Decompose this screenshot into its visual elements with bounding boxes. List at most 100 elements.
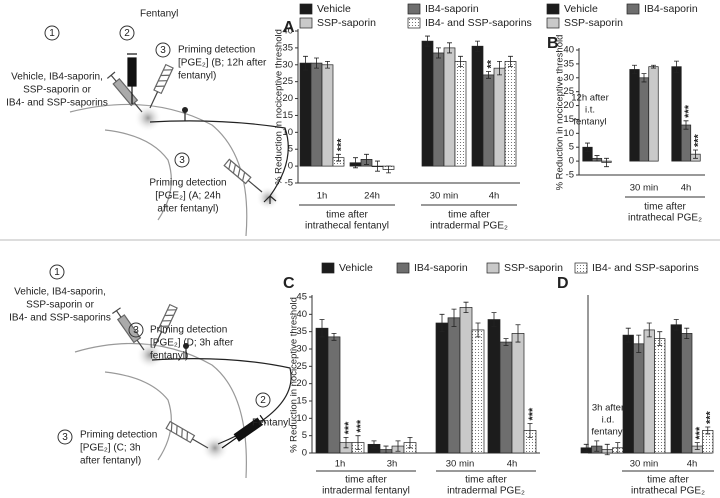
step-text: SSP-saporin or (26, 300, 94, 311)
y-tick-label: 0 (288, 161, 293, 172)
error-bar (657, 331, 663, 346)
x-tick-label: 1h (335, 459, 346, 470)
significance: *** (705, 410, 717, 424)
error-bar (439, 313, 445, 333)
x-tick-label: 4h (507, 459, 518, 470)
error-bar (693, 149, 698, 159)
y-tick-label: 20 (563, 100, 574, 111)
group-label: intrathecal fentanyl (305, 221, 389, 232)
bar (643, 329, 655, 454)
step-circle (128, 322, 144, 338)
error-bar (491, 312, 497, 327)
panel-label: D (557, 275, 569, 292)
legend-label: Vehicle (339, 262, 373, 274)
legend-label: IB4-saporin (425, 3, 479, 15)
error-bar (364, 153, 369, 165)
y-tick-label: 10 (282, 127, 293, 138)
error-bar (353, 157, 358, 169)
error-bar (319, 319, 325, 338)
bar (671, 66, 682, 162)
error-bar (515, 324, 521, 343)
x-tick-label: 1h (317, 191, 328, 202)
legend-label: IB4-saporin (414, 262, 468, 274)
bar (499, 341, 513, 454)
bar (629, 69, 640, 162)
syringe (165, 420, 209, 449)
step-text: after fentanyl) (157, 204, 218, 215)
error-bar (604, 443, 610, 456)
bar (435, 322, 449, 454)
error-bar (303, 55, 308, 71)
legend-label: Vehicle (317, 3, 351, 15)
legend-label: IB4-saporin (644, 3, 698, 15)
gray-matter (104, 371, 172, 461)
y-tick-label: -5 (566, 170, 574, 181)
error-bar (331, 333, 337, 341)
error-bar (503, 338, 509, 346)
legend-label: SSP-saporin (564, 17, 623, 29)
step-text: Vehicle, IB4-saporin, (14, 287, 106, 298)
group-label: time after (448, 210, 490, 221)
step-text: Fentanyl (252, 418, 290, 429)
step-text: after fentanyl) (80, 456, 141, 467)
error-bar (683, 120, 689, 130)
error-bar (585, 142, 590, 152)
error-bar (673, 319, 679, 331)
error-bar (436, 47, 441, 59)
significance: *** (343, 421, 355, 435)
bar (504, 61, 517, 167)
step-text: Fentanyl (140, 9, 178, 20)
error-bar (458, 55, 463, 67)
y-tick-label: 35 (296, 326, 307, 337)
error-bar (705, 426, 711, 435)
bar (487, 319, 501, 454)
y-axis-label: % Reduction in nociceptive threshold (555, 35, 566, 191)
group-label: time after (647, 475, 689, 486)
bar (459, 307, 473, 454)
step-circle (44, 25, 60, 41)
step-text: Priming detection (178, 45, 255, 56)
y-tick-label: 15 (296, 396, 307, 407)
bar (482, 74, 495, 167)
syringe (223, 158, 263, 193)
legend-swatch (626, 3, 640, 15)
annotation: 12h after (571, 93, 609, 104)
neuron-body (183, 343, 189, 349)
bar (315, 327, 329, 454)
step-text: IB4- and SSP-saporins (9, 313, 111, 324)
bar (471, 329, 485, 454)
error-bar (425, 35, 430, 47)
x-tick-label: 30 min (446, 459, 475, 470)
x-tick-label: 3h (387, 459, 398, 470)
legend-label: SSP-saporin (317, 17, 376, 29)
bar (447, 317, 461, 454)
panel-label: A (283, 19, 295, 36)
step-text: [PGE₂] (A; 24h (155, 191, 221, 202)
significance: *** (683, 104, 695, 118)
y-tick-label: 25 (563, 86, 574, 97)
y-tick-label: 30 (563, 72, 574, 83)
y-tick-label: 35 (282, 42, 293, 53)
legend-swatch (299, 3, 313, 15)
y-tick-label: 10 (296, 413, 307, 424)
y-tick-label: 40 (282, 26, 293, 37)
legend-swatch (407, 3, 421, 15)
error-bar (615, 442, 621, 454)
error-bar (395, 440, 401, 452)
error-bar (486, 71, 491, 79)
neuron (149, 120, 289, 197)
syringe (153, 303, 178, 349)
y-axis-label: % Reduction in nociceptive threshold (289, 297, 300, 453)
x-tick-label: 30 min (430, 191, 459, 202)
y-tick-label: -5 (285, 178, 293, 189)
step-text: Vehicle, IB4-saporin, (11, 72, 103, 83)
bar (454, 61, 467, 167)
gray-matter (104, 129, 172, 221)
spinal-cord (69, 103, 248, 237)
y-tick-label: 0 (569, 156, 574, 167)
bar (681, 333, 693, 454)
error-bar (451, 308, 457, 327)
legend-swatch (396, 262, 410, 274)
legend-swatch (574, 262, 588, 274)
